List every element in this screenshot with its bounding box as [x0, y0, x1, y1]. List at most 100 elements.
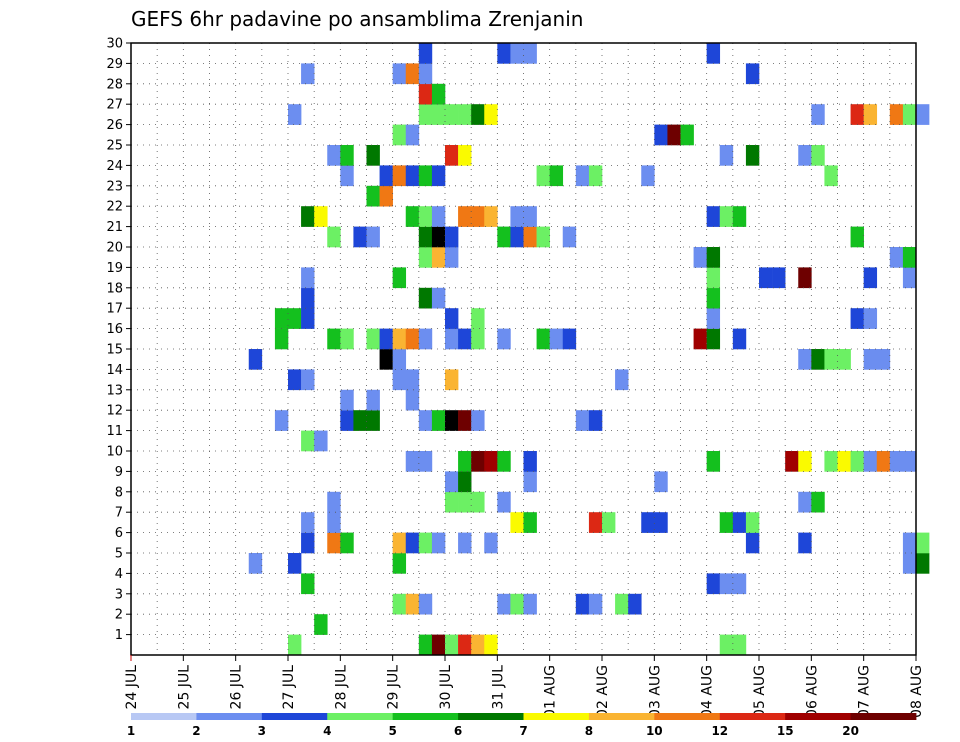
- heatmap-cell: [431, 165, 446, 187]
- legend-label: 8: [585, 724, 593, 738]
- heatmap-cell: [392, 349, 407, 370]
- heatmap-cell: [301, 369, 315, 391]
- heatmap-cell: [798, 491, 812, 513]
- x-tick-label: 30 JUL: [438, 665, 454, 710]
- heatmap-cell: [588, 512, 603, 533]
- heatmap-cell: [327, 145, 341, 166]
- heatmap-cell: [301, 287, 315, 309]
- y-tick-label: 23: [106, 179, 123, 194]
- heatmap-cell: [471, 451, 485, 472]
- heatmap-cell: [510, 593, 524, 615]
- heatmap-cell: [602, 512, 616, 533]
- heatmap-cell: [824, 451, 838, 472]
- heatmap-cell: [392, 165, 407, 187]
- heatmap-cell: [837, 451, 851, 472]
- heatmap-cell: [497, 491, 511, 513]
- legend-swatch: [458, 713, 524, 720]
- heatmap-cell: [431, 206, 446, 227]
- legend-label: 6: [454, 724, 462, 738]
- heatmap-cell: [458, 451, 472, 472]
- heatmap-cell: [458, 491, 472, 513]
- heatmap-cell: [719, 573, 734, 595]
- heatmap-cell: [536, 328, 550, 350]
- heatmap-cell: [523, 471, 537, 493]
- heatmap-cell: [431, 83, 446, 105]
- heatmap-cell: [876, 349, 891, 370]
- heatmap-cell: [523, 206, 537, 227]
- heatmap-cell: [392, 532, 407, 554]
- heatmap-cell: [418, 593, 433, 615]
- heatmap-cell: [863, 451, 878, 472]
- heatmap-cell: [301, 430, 315, 452]
- heatmap-cell: [471, 634, 485, 656]
- heatmap-cell: [654, 124, 668, 146]
- y-tick-label: 2: [115, 608, 123, 623]
- heatmap-cell: [562, 328, 577, 350]
- heatmap-cell: [706, 308, 721, 329]
- heatmap-cell: [458, 328, 472, 350]
- legend-label: 2: [192, 724, 200, 738]
- heatmap-cell: [418, 634, 433, 656]
- heatmap-cell: [902, 532, 917, 554]
- heatmap-cell: [418, 104, 433, 125]
- y-tick-label: 18: [106, 281, 123, 296]
- heatmap-cell: [798, 532, 812, 554]
- heatmap-cell: [248, 553, 263, 574]
- legend-label: 15: [777, 724, 794, 738]
- heatmap-cell: [274, 308, 289, 329]
- heatmap-cell: [484, 104, 498, 125]
- heatmap-cell: [719, 634, 734, 656]
- y-tick-label: 27: [106, 98, 123, 113]
- heatmap-cell: [288, 369, 302, 391]
- heatmap-cell: [392, 124, 407, 146]
- heatmap-cell: [497, 328, 511, 350]
- heatmap-cell: [301, 206, 315, 227]
- heatmap-cell: [431, 410, 446, 431]
- x-tick-label: 08 AUG: [909, 665, 925, 718]
- heatmap-cell: [523, 451, 537, 472]
- heatmap-cell: [431, 287, 446, 309]
- heatmap-cell: [340, 532, 354, 554]
- heatmap-cell: [471, 206, 485, 227]
- legend-label: 10: [646, 724, 663, 738]
- heatmap-cell: [418, 83, 433, 105]
- heatmap-cell: [445, 328, 459, 350]
- legend-label: 5: [389, 724, 397, 738]
- y-tick-label: 12: [106, 404, 123, 419]
- heatmap-cell: [850, 308, 864, 329]
- heatmap-cell: [445, 634, 459, 656]
- heatmap-cell: [902, 267, 917, 289]
- legend-label: 1: [127, 724, 135, 738]
- legend-swatch: [196, 713, 263, 720]
- legend-swatch: [261, 713, 328, 720]
- y-tick-label: 1: [115, 628, 123, 643]
- heatmap-cell: [288, 634, 302, 656]
- heatmap-cell: [706, 247, 721, 268]
- heatmap-cell: [458, 206, 472, 227]
- heatmap-cell: [471, 491, 485, 513]
- y-tick-label: 20: [106, 241, 123, 256]
- heatmap-cell: [445, 410, 459, 431]
- heatmap-cell: [902, 553, 917, 574]
- x-tick-label: 01 AUG: [543, 665, 559, 718]
- heatmap-cell: [706, 43, 721, 64]
- heatmap-cell: [654, 471, 668, 493]
- heatmap-cell: [889, 247, 904, 268]
- heatmap-cell: [405, 206, 420, 227]
- heatmap-cell: [536, 165, 550, 187]
- y-axis-ticks: 1234567891011121314151617181920212223242…: [106, 37, 131, 643]
- heatmap-cell: [445, 247, 459, 268]
- legend-label: 12: [711, 724, 728, 738]
- heatmap-cell: [523, 512, 537, 533]
- y-tick-label: 5: [115, 547, 123, 562]
- heatmap-cell: [745, 512, 760, 533]
- heatmap-cell: [405, 63, 420, 85]
- heatmap-cell: [863, 267, 878, 289]
- x-tick-label: 29 JUL: [386, 665, 402, 710]
- heatmap-cell: [798, 349, 812, 370]
- x-tick-label: 04 AUG: [700, 665, 716, 718]
- heatmap-cell: [392, 63, 407, 85]
- heatmap-cell: [732, 206, 747, 227]
- heatmap-cell: [340, 165, 354, 187]
- heatmap-cell: [745, 532, 760, 554]
